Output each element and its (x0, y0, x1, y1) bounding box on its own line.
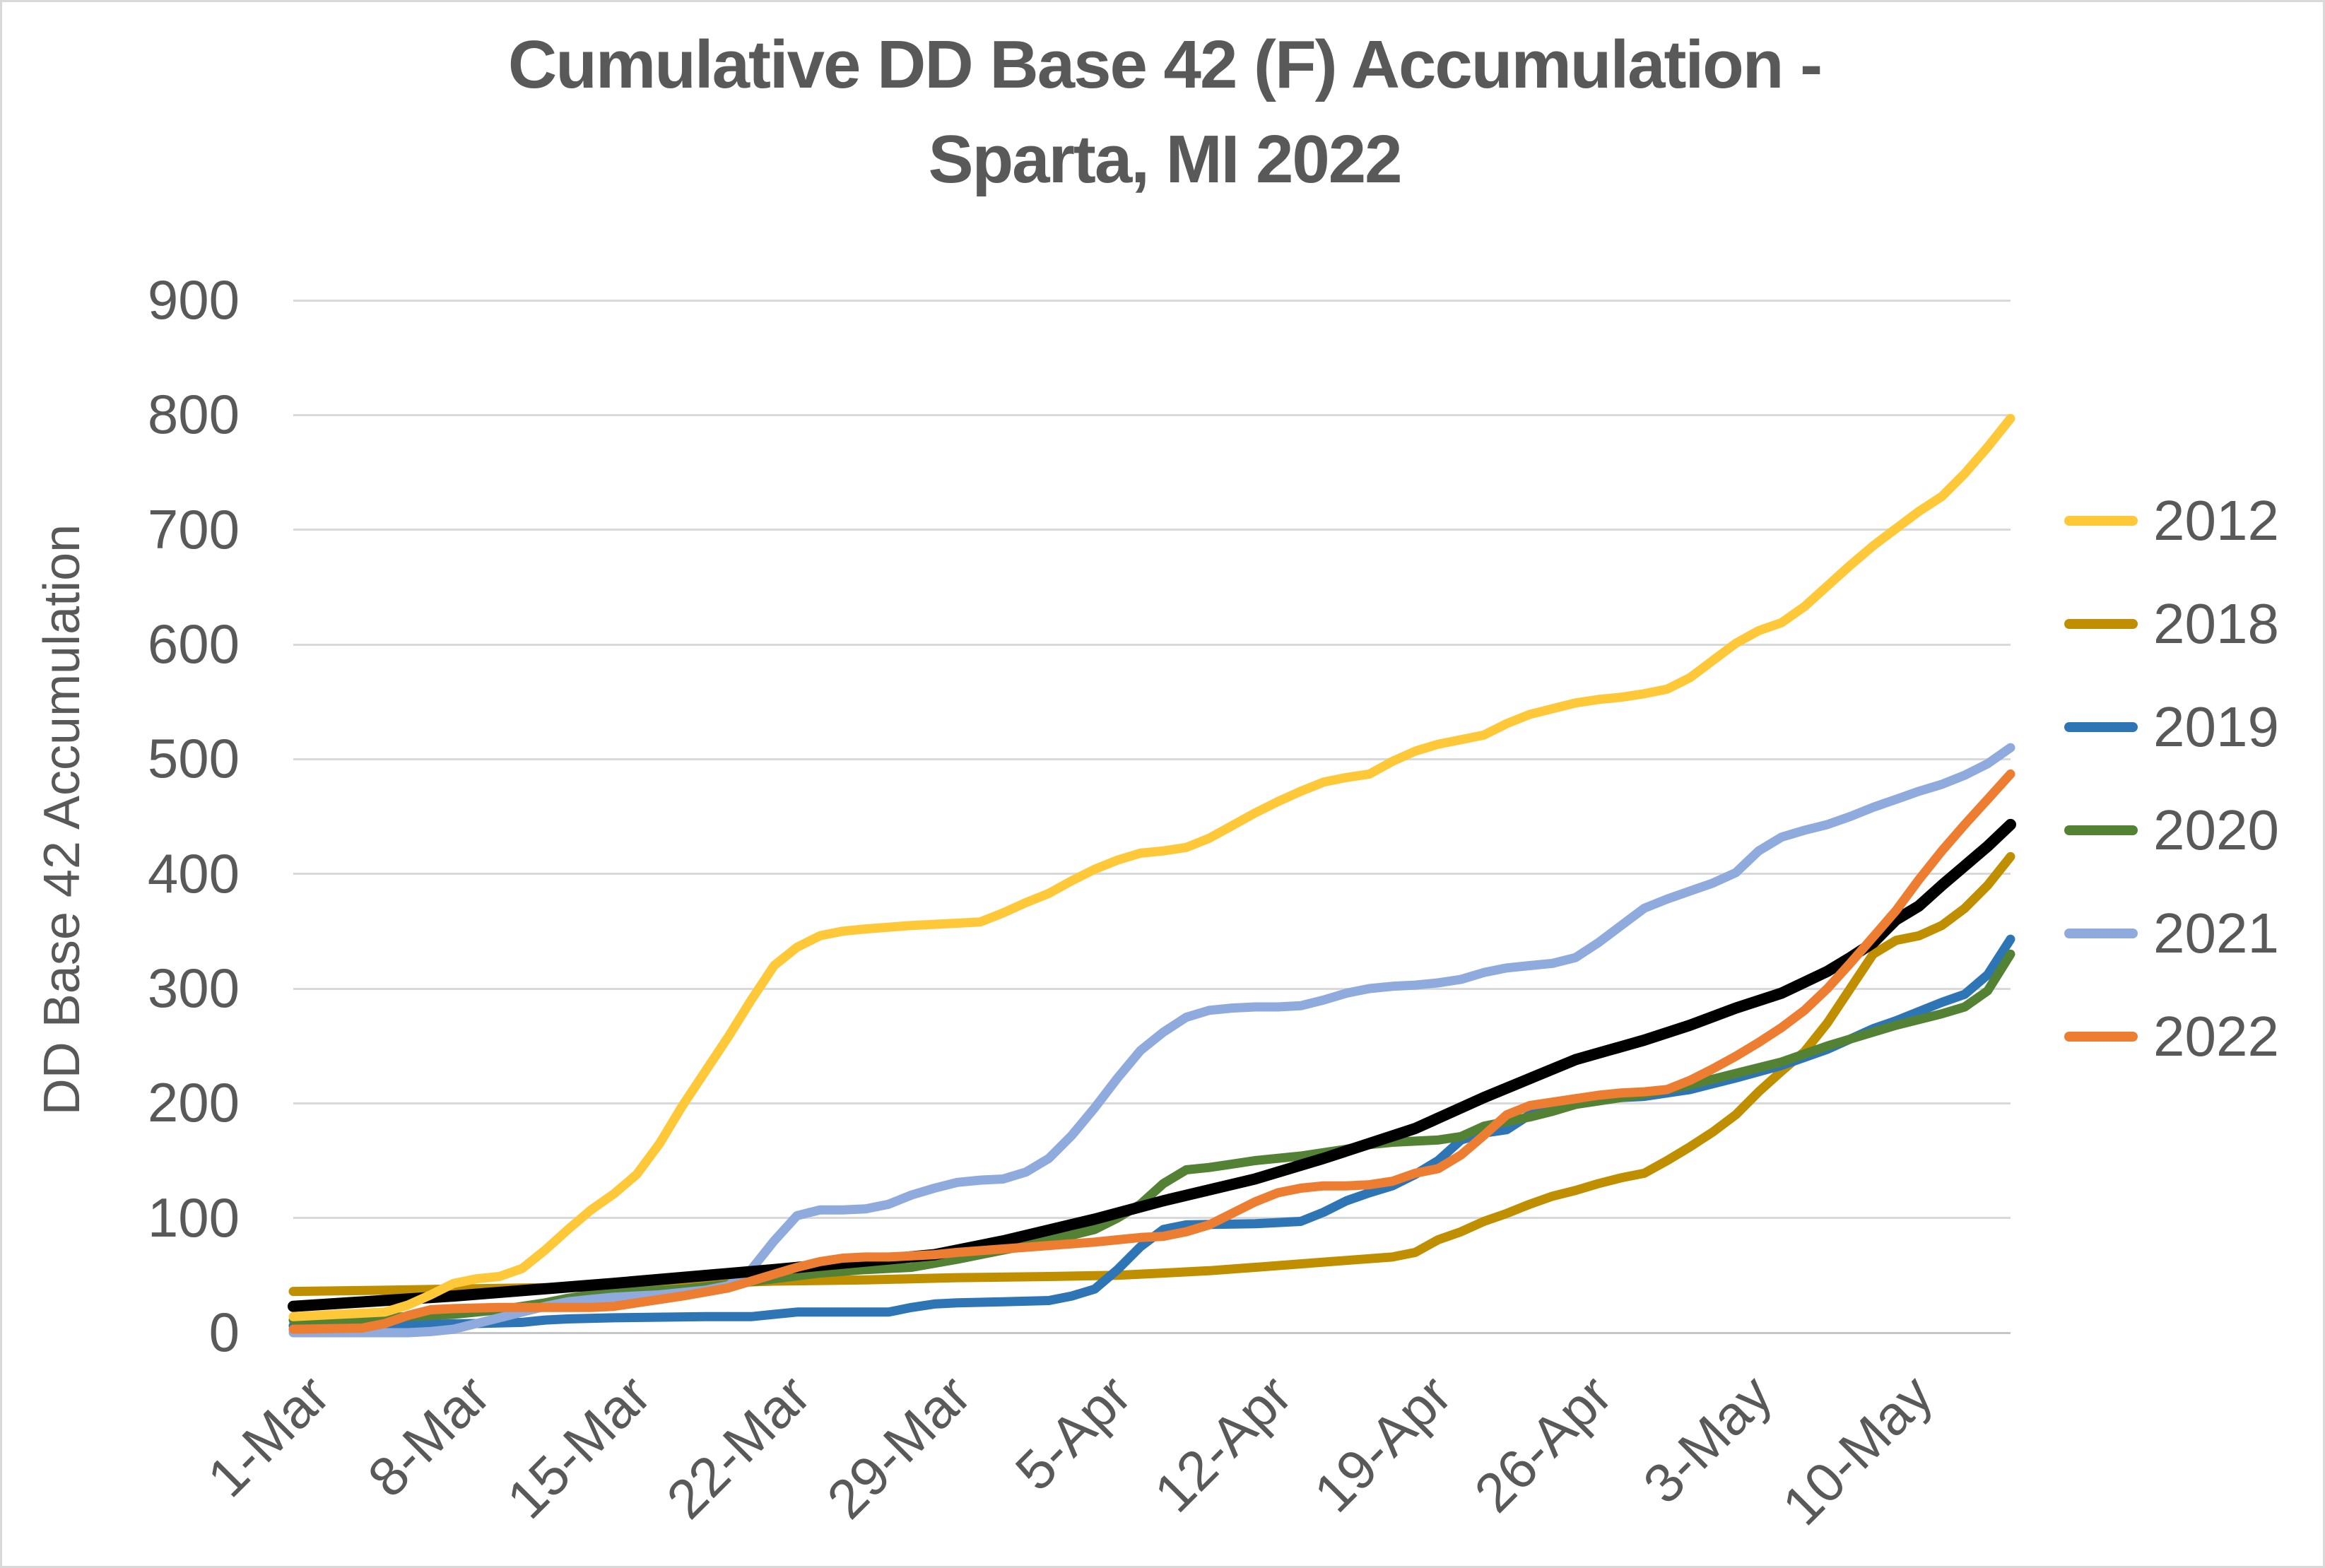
legend-label-2012: 2012 (2153, 489, 2279, 552)
y-tick-label-900: 900 (147, 269, 240, 331)
chart-title: Cumulative DD Base 42 (F) Accumulation -… (2, 18, 2323, 207)
gridline-400 (293, 873, 2011, 876)
legend-item-2018[interactable]: 2018 (2064, 596, 2279, 652)
series-line-2022[interactable] (288, 769, 2015, 1334)
y-tick-label-600: 600 (147, 613, 240, 675)
y-tick-label-200: 200 (147, 1071, 240, 1134)
legend-item-2022[interactable]: 2022 (2064, 1008, 2279, 1065)
series-line-2020[interactable] (288, 949, 2015, 1325)
legend-swatch-2020 (2064, 825, 2138, 835)
chart-title-line2: Sparta, MI 2022 (928, 122, 1403, 197)
legend-swatch-2012 (2064, 516, 2138, 526)
gridline-900 (293, 299, 2011, 302)
legend-item-2012[interactable]: 2012 (2064, 493, 2279, 549)
legend-item-2020[interactable]: 2020 (2064, 802, 2279, 859)
legend-swatch-2022 (2064, 1032, 2138, 1042)
chart-title-line1: Cumulative DD Base 42 (F) Accumulation - (507, 27, 1823, 102)
y-tick-label-300: 300 (147, 957, 240, 1019)
legend-item-2021[interactable]: 2021 (2064, 905, 2279, 962)
legend-label-2022: 2022 (2153, 1005, 2279, 1068)
legend-swatch-2018 (2064, 619, 2138, 629)
legend-swatch-2019 (2064, 722, 2138, 732)
gridline-600 (293, 643, 2011, 646)
legend-label-2021: 2021 (2153, 902, 2279, 965)
series-line-2012[interactable] (288, 413, 2015, 1321)
y-tick-label-0: 0 (208, 1301, 240, 1363)
y-tick-label-100: 100 (147, 1186, 240, 1249)
gridline-0 (293, 1331, 2011, 1334)
gridline-500 (293, 758, 2011, 760)
y-tick-label-500: 500 (147, 727, 240, 790)
gridline-300 (293, 987, 2011, 990)
legend-item-2019[interactable]: 2019 (2064, 699, 2279, 755)
gridline-100 (293, 1217, 2011, 1220)
gridline-800 (293, 413, 2011, 416)
legend-label-2018: 2018 (2153, 592, 2279, 655)
y-tick-label-400: 400 (147, 842, 240, 904)
series-line-2018[interactable] (288, 851, 2015, 1297)
legend-label-2020: 2020 (2153, 798, 2279, 861)
legend-swatch-2021 (2064, 929, 2138, 938)
y-tick-label-700: 700 (147, 497, 240, 560)
gridline-700 (293, 529, 2011, 531)
gridline-200 (293, 1102, 2011, 1104)
y-tick-label-800: 800 (147, 383, 240, 446)
legend-label-2019: 2019 (2153, 695, 2279, 758)
